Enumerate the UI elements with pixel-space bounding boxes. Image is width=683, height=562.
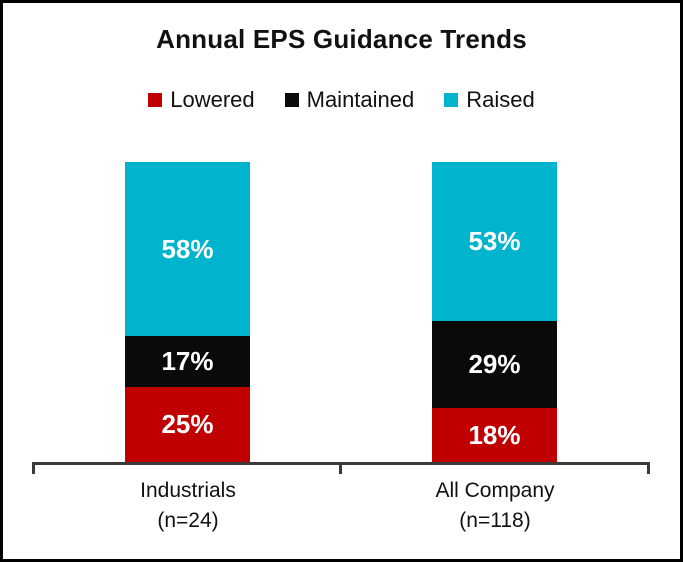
- legend-label-maintained: Maintained: [306, 87, 415, 112]
- x-axis-line: [32, 462, 650, 474]
- legend-item-raised: Raised: [444, 87, 535, 113]
- legend: Lowered Maintained Raised: [3, 87, 680, 113]
- stacked-bar-industrials: 58% 17% 25%: [125, 162, 250, 462]
- bar-segment-maintained: 17%: [125, 336, 250, 387]
- bar-segment-raised: 53%: [432, 162, 557, 321]
- legend-label-lowered: Lowered: [170, 87, 255, 112]
- category-count: (n=24): [157, 509, 219, 532]
- bar-segment-lowered: 25%: [125, 387, 250, 462]
- stacked-bar-all-company: 53% 29% 18%: [432, 162, 557, 462]
- bar-segment-maintained: 29%: [432, 321, 557, 408]
- bar-segment-raised: 58%: [125, 162, 250, 336]
- category-label-industrials: Industrials (n=24): [63, 476, 313, 536]
- raised-swatch-icon: [444, 93, 459, 107]
- category-label-all-company: All Company (n=118): [370, 476, 620, 536]
- maintained-swatch-icon: [284, 93, 299, 107]
- segment-value-label: 29%: [468, 349, 521, 379]
- axis-tick-left: [32, 462, 35, 474]
- chart-title: Annual EPS Guidance Trends: [156, 24, 527, 54]
- legend-item-maintained: Maintained: [284, 87, 415, 113]
- category-count: (n=118): [459, 509, 531, 532]
- legend-label-raised: Raised: [466, 87, 535, 112]
- segment-value-label: 58%: [161, 233, 214, 264]
- segment-value-label: 53%: [468, 226, 521, 256]
- category-name: All Company: [435, 479, 555, 502]
- bar-segment-lowered: 18%: [432, 408, 557, 462]
- segment-value-label: 17%: [161, 346, 214, 376]
- lowered-swatch-icon: [148, 93, 163, 107]
- legend-item-lowered: Lowered: [148, 87, 255, 113]
- segment-value-label: 18%: [468, 419, 521, 450]
- plot-area: 58% 17% 25% 53% 29% 18% Industrials (n=24) A…: [3, 3, 680, 559]
- segment-value-label: 25%: [161, 409, 214, 439]
- category-name: Industrials: [140, 479, 236, 502]
- axis-tick-middle: [339, 462, 342, 474]
- axis-tick-right: [647, 462, 650, 474]
